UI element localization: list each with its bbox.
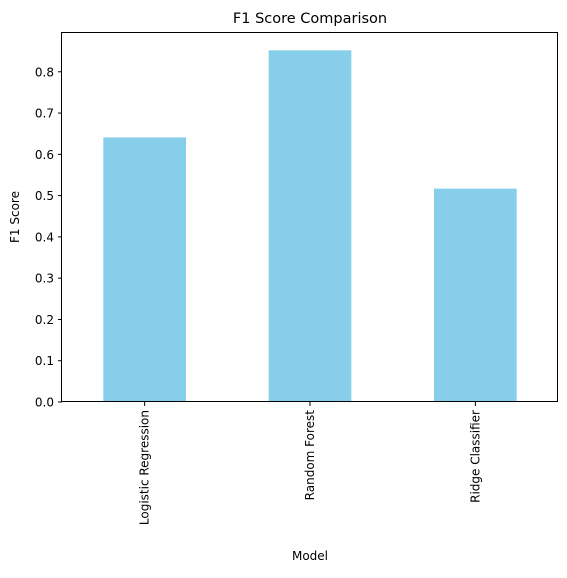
plot-frame <box>61 32 558 402</box>
y-tick-label-6: 0.6 <box>35 148 54 162</box>
y-axis: 0.0 0.1 0.2 0.3 0.4 0.5 0.6 0.7 0.8 <box>35 65 62 410</box>
x-axis-label: Model <box>292 549 328 563</box>
x-tick-label-1: Random Forest <box>303 410 317 501</box>
y-tick-label-8: 0.8 <box>35 65 54 79</box>
x-axis: Logistic Regression Random Forest Ridge Cl… <box>138 402 482 525</box>
x-tick-label-0: Logistic Regression <box>138 410 152 525</box>
y-tick-label-1: 0.1 <box>35 354 54 368</box>
y-tick-label-5: 0.5 <box>35 189 54 203</box>
y-tick-label-7: 0.7 <box>35 107 54 121</box>
bar-0 <box>103 137 186 402</box>
bar-1 <box>268 50 352 402</box>
chart-title: F1 Score Comparison <box>233 11 387 27</box>
x-tick-label-2: Ridge Classifier <box>468 410 482 503</box>
y-tick-label-0: 0.0 <box>35 396 54 410</box>
y-tick-label-3: 0.3 <box>35 272 54 286</box>
bars-group <box>103 50 517 402</box>
bar-2 <box>434 188 517 402</box>
y-axis-label: F1 Score <box>8 191 22 243</box>
y-tick-label-4: 0.4 <box>35 230 54 244</box>
y-tick-label-2: 0.2 <box>35 313 54 327</box>
